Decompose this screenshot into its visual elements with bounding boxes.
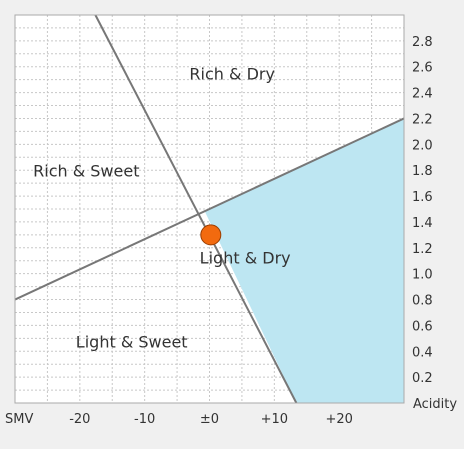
y-tick-label: 2.0: [412, 138, 433, 153]
shaded-region-group: [204, 118, 404, 403]
y-tick-label: 1.2: [412, 242, 433, 257]
y-tick-label: 2.4: [412, 87, 433, 102]
x-axis-label: SMV: [5, 412, 33, 427]
x-tick-label: +20: [325, 412, 352, 427]
y-tick-label: 1.6: [412, 190, 433, 205]
region-labels: Rich & Dry Rich & Sweet Light & Dry Light &…: [33, 65, 290, 352]
data-point: [200, 224, 222, 246]
y-tick-label: 1.0: [412, 268, 433, 283]
y-tick-label: 2.2: [412, 112, 433, 127]
boundary-line-2: [94, 14, 298, 404]
region-label: Light & Sweet: [76, 332, 188, 351]
x-tick-label: ±0: [200, 412, 219, 427]
y-tick-label: 0.4: [412, 345, 433, 360]
region-label: Rich & Dry: [189, 65, 275, 84]
region-label: Rich & Sweet: [33, 162, 139, 181]
y-tick-labels: 0.2 0.4 0.6 0.8 1.0 1.2 1.4 1.6 1.8 2.0 2.2 2.4 2.6 2…: [412, 35, 433, 386]
y-tick-label: 0.6: [412, 319, 433, 334]
y-tick-label: 1.4: [412, 216, 433, 231]
x-tick-label: -20: [69, 412, 90, 427]
plot-frame: [14, 14, 405, 404]
y-tick-label: 0.8: [412, 294, 433, 309]
x-tick-label: -10: [134, 412, 155, 427]
y-tick-label: 2.8: [412, 35, 433, 50]
x-tick-label: +10: [261, 412, 288, 427]
boundary-line-1: [14, 117, 405, 301]
y-tick-label: 2.6: [412, 61, 433, 76]
data-points: [200, 224, 222, 246]
shaded-region-light-dry: [204, 118, 404, 403]
region-label: Light & Dry: [200, 248, 291, 267]
boundary-lines: [14, 14, 405, 404]
x-tick-labels: -20 -10 ±0 +10 +20: [69, 412, 353, 427]
y-tick-label: 0.2: [412, 371, 433, 386]
y-tick-label: 1.8: [412, 164, 433, 179]
y-axis-label: Acidity: [413, 397, 457, 412]
